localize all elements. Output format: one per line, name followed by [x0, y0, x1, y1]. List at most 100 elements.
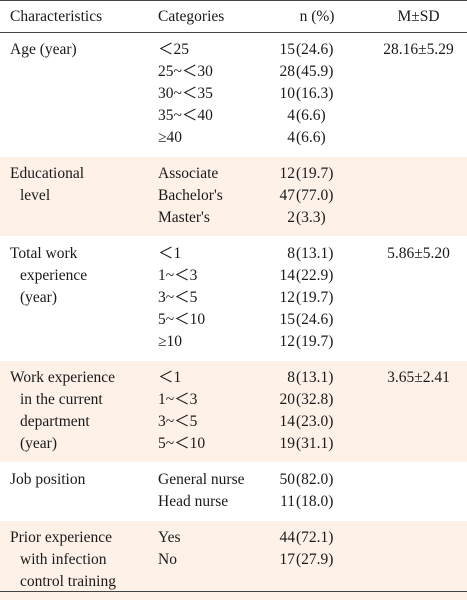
- count-value: 19: [279, 435, 296, 452]
- count-percent-cell: 19(31.1): [265, 433, 355, 455]
- count-value: 20: [279, 391, 296, 408]
- count-value: 28: [279, 63, 296, 80]
- percent-value: (19.7): [296, 289, 334, 306]
- count-percent-cell: 8(13.1): [265, 243, 355, 265]
- table-row-group: Work experience in the current department (…: [0, 361, 467, 463]
- table-row-group: Total work experience (year) ＜1 1~＜3 3~＜5 5~＜1…: [0, 237, 467, 361]
- count-percent-cell: 17(27.9): [265, 549, 355, 571]
- count-value: 8: [287, 369, 295, 386]
- mean-sd-cell: 28.16±5.29: [383, 41, 454, 58]
- percent-value: (31.1): [296, 435, 334, 452]
- percent-value: (16.3): [296, 85, 334, 102]
- count-value: 14: [279, 413, 296, 430]
- percent-value: (77.0): [296, 187, 334, 204]
- percent-value: (45.9): [296, 63, 334, 80]
- category-cell: Bachelor's: [158, 187, 223, 204]
- characteristic-label: Prior experience with infection control tr…: [10, 527, 116, 593]
- table-row-group: Job position General nurse Head nurse 50(82…: [0, 463, 467, 521]
- count-value: 15: [279, 311, 296, 328]
- count-value: 44: [279, 529, 296, 546]
- count-value: 4: [287, 107, 295, 124]
- characteristic-label: Work experience in the current department (…: [10, 367, 115, 455]
- category-list: ＜1 1~＜3 3~＜5 5~＜10 ≥10: [158, 243, 205, 353]
- count-percent-list: 44(72.1) 17(27.9): [265, 527, 355, 571]
- characteristic-label-line: Prior experience: [10, 529, 112, 546]
- count-percent-cell: 4(6.6): [265, 127, 355, 149]
- percent-value: (72.1): [296, 529, 334, 546]
- characteristic-label: Educational level: [10, 163, 84, 207]
- count-value: 12: [279, 289, 296, 306]
- category-cell: Associate: [158, 165, 219, 182]
- percent-value: (24.6): [296, 41, 334, 58]
- count-value: 17: [279, 551, 296, 568]
- count-percent-cell: 8(13.1): [265, 367, 355, 389]
- count-value: 14: [279, 267, 296, 284]
- characteristic-label-line: Job position: [10, 471, 86, 488]
- count-value: 4: [287, 129, 295, 146]
- category-cell: ＜1: [158, 245, 182, 262]
- count-percent-list: 15(24.6) 28(45.9) 10(16.3) 4(6.6) 4(6.6): [265, 39, 355, 149]
- category-cell: 1~＜3: [158, 391, 198, 408]
- category-cell: ＜1: [158, 369, 182, 386]
- header-mean-sd: M±SD: [397, 8, 440, 25]
- characteristic-label-line: in the current: [20, 391, 103, 408]
- table-row-group: Prior experience with infection control tr…: [0, 521, 467, 601]
- count-percent-cell: 2(3.3): [265, 207, 355, 229]
- count-value: 10: [279, 85, 296, 102]
- category-cell: 5~＜10: [158, 435, 206, 452]
- percent-value: (6.6): [296, 129, 326, 146]
- count-percent-cell: 20(32.8): [265, 389, 355, 411]
- category-list: General nurse Head nurse: [158, 469, 245, 513]
- category-cell: 5~＜10: [158, 311, 206, 328]
- count-percent-cell: 15(24.6): [265, 39, 355, 61]
- count-percent-cell: 15(24.6): [265, 309, 355, 331]
- count-percent-cell: 4(6.6): [265, 105, 355, 127]
- category-cell: Yes: [158, 529, 181, 546]
- category-list: Associate Bachelor's Master's: [158, 163, 223, 229]
- characteristic-label: Total work experience (year): [10, 243, 87, 309]
- category-cell: ≥10: [158, 333, 183, 350]
- category-cell: Master's: [158, 209, 210, 226]
- percent-value: (24.6): [296, 311, 334, 328]
- header-categories: Categories: [158, 8, 225, 25]
- header-characteristics: Characteristics: [10, 8, 103, 25]
- table-row-group: Age (year) ＜25 25~＜30 30~＜35 35~＜40 ≥40 15(24.…: [0, 33, 467, 157]
- count-percent-cell: 12(19.7): [265, 331, 355, 353]
- count-value: 2: [287, 209, 295, 226]
- percent-value: (82.0): [296, 471, 334, 488]
- count-percent-list: 12(19.7) 47(77.0) 2(3.3): [265, 163, 355, 229]
- count-value: 12: [279, 165, 296, 182]
- category-list: Yes No: [158, 527, 181, 571]
- percent-value: (13.1): [296, 369, 334, 386]
- count-percent-cell: 12(19.7): [265, 163, 355, 185]
- characteristic-label: Job position: [10, 469, 85, 491]
- count-percent-list: 8(13.1) 14(22.9) 12(19.7) 15(24.6) 12(19.7): [265, 243, 355, 353]
- category-cell: 3~＜5: [158, 289, 198, 306]
- percent-value: (23.0): [296, 413, 334, 430]
- category-list: ＜1 1~＜3 3~＜5 5~＜10: [158, 367, 205, 455]
- count-percent-cell: 14(22.9): [265, 265, 355, 287]
- percent-value: (32.8): [296, 391, 334, 408]
- count-value: 11: [280, 493, 295, 510]
- percent-value: (6.6): [296, 107, 326, 124]
- mean-sd-cell: 3.65±2.41: [387, 369, 450, 386]
- count-percent-cell: 12(19.7): [265, 287, 355, 309]
- percent-value: (19.7): [296, 165, 334, 182]
- category-cell: ＜25: [158, 41, 190, 58]
- count-percent-cell: 14(23.0): [265, 411, 355, 433]
- characteristic-label-line: control training: [20, 573, 116, 590]
- count-value: 47: [279, 187, 296, 204]
- category-cell: 1~＜3: [158, 267, 198, 284]
- count-value: 50: [279, 471, 296, 488]
- characteristic-label-line: experience: [20, 267, 88, 284]
- table-bottom-rule: [0, 591, 467, 592]
- table-header: Characteristics Categories n (%) M±SD: [0, 0, 467, 33]
- category-cell: 25~＜30: [158, 63, 213, 80]
- count-percent-list: 50(82.0) 11(18.0): [265, 469, 355, 513]
- category-list: ＜25 25~＜30 30~＜35 35~＜40 ≥40: [158, 39, 213, 149]
- category-cell: General nurse: [158, 471, 245, 488]
- percent-value: (18.0): [296, 493, 334, 510]
- characteristic-label-line: (year): [20, 289, 57, 306]
- characteristic-label-line: with infection: [20, 551, 107, 568]
